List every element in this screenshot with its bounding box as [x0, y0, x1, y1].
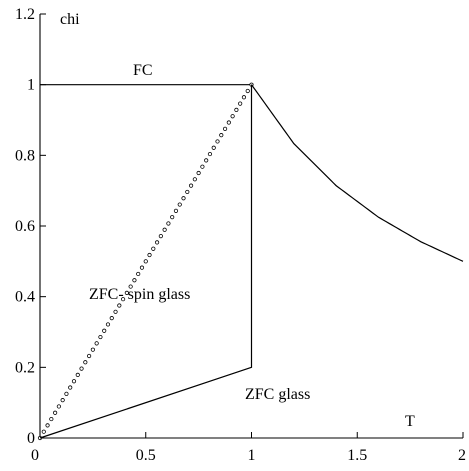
series-point	[166, 221, 171, 226]
series-point	[117, 303, 122, 308]
series-point	[113, 309, 118, 314]
annotation-fc: FC	[133, 62, 153, 79]
y-tick-label: 0.2	[15, 359, 35, 376]
series-point	[181, 196, 186, 201]
series-point	[128, 284, 133, 289]
series-point	[170, 215, 175, 220]
series-point	[192, 177, 197, 182]
series-point	[120, 297, 126, 302]
series-point	[45, 423, 50, 428]
series-point	[222, 126, 228, 131]
series-point	[105, 322, 111, 327]
series-point	[41, 429, 46, 434]
series-point	[200, 164, 205, 169]
series-point	[64, 391, 69, 396]
series-point	[154, 240, 160, 245]
series-point	[177, 202, 182, 207]
y-tick-label: 0.6	[15, 218, 35, 235]
series-point	[49, 416, 54, 422]
series-point	[158, 233, 163, 239]
series-point	[68, 385, 73, 390]
y-tick-label: 1.2	[15, 6, 35, 23]
series-point	[234, 107, 239, 113]
series-point	[185, 189, 190, 195]
series-dotted-ramp	[37, 82, 254, 441]
series-point	[204, 158, 209, 163]
series-point	[102, 328, 107, 333]
series-point	[56, 404, 61, 409]
series-point	[124, 290, 129, 295]
series-point	[90, 347, 95, 352]
y-tick-label: 0.8	[15, 147, 35, 164]
series-point	[219, 133, 224, 138]
series-point	[60, 398, 65, 403]
y-tick-label: 1	[27, 77, 35, 94]
x-tick-label: 0	[31, 447, 39, 464]
series-point	[136, 271, 141, 277]
series-point	[109, 316, 114, 321]
series-point	[211, 145, 216, 150]
series-point	[98, 334, 103, 340]
series-point	[151, 246, 156, 251]
label-layer: chi T FC ZFC- spin glass ZFC glass	[60, 11, 415, 430]
series-point	[79, 366, 84, 371]
series-point	[139, 265, 145, 270]
x-tick-label: 1.5	[347, 447, 367, 464]
x-axis-label: T	[405, 413, 415, 430]
annotation-zfc-glass: ZFC glass	[245, 386, 310, 403]
series-point	[83, 360, 88, 365]
x-tick-label: 1	[248, 447, 256, 464]
series-point	[215, 139, 220, 144]
series-line-3	[251, 84, 464, 262]
series-point	[143, 259, 148, 264]
y-tick-label: 0	[27, 430, 35, 447]
series-point	[245, 88, 250, 94]
series-point	[207, 151, 213, 157]
series-point	[173, 208, 179, 213]
y-axis-label: chi	[60, 11, 80, 28]
series-point	[147, 252, 152, 258]
series-point	[53, 410, 58, 415]
series-layer	[37, 82, 464, 441]
series-point	[162, 227, 167, 232]
series-point	[132, 278, 137, 283]
annotation-zfc-spin-glass: ZFC- spin glass	[89, 286, 190, 303]
series-point	[230, 114, 235, 119]
axes: 0 0.2 0.4 0.6 0.8 1 1.2 0 0.5 1 1.5 2	[15, 6, 466, 464]
series-point	[238, 101, 243, 106]
series-point	[94, 341, 99, 346]
x-tick-label: 0.5	[136, 447, 156, 464]
x-tick-label: 2	[458, 447, 466, 464]
series-point	[188, 183, 194, 188]
series-point	[75, 372, 80, 378]
series-point	[71, 379, 77, 384]
series-point	[86, 353, 92, 359]
y-tick-label: 0.4	[15, 289, 35, 306]
series-point	[241, 95, 247, 100]
series-point	[226, 120, 231, 125]
series-line-2	[39, 84, 253, 439]
series-point	[196, 170, 201, 176]
